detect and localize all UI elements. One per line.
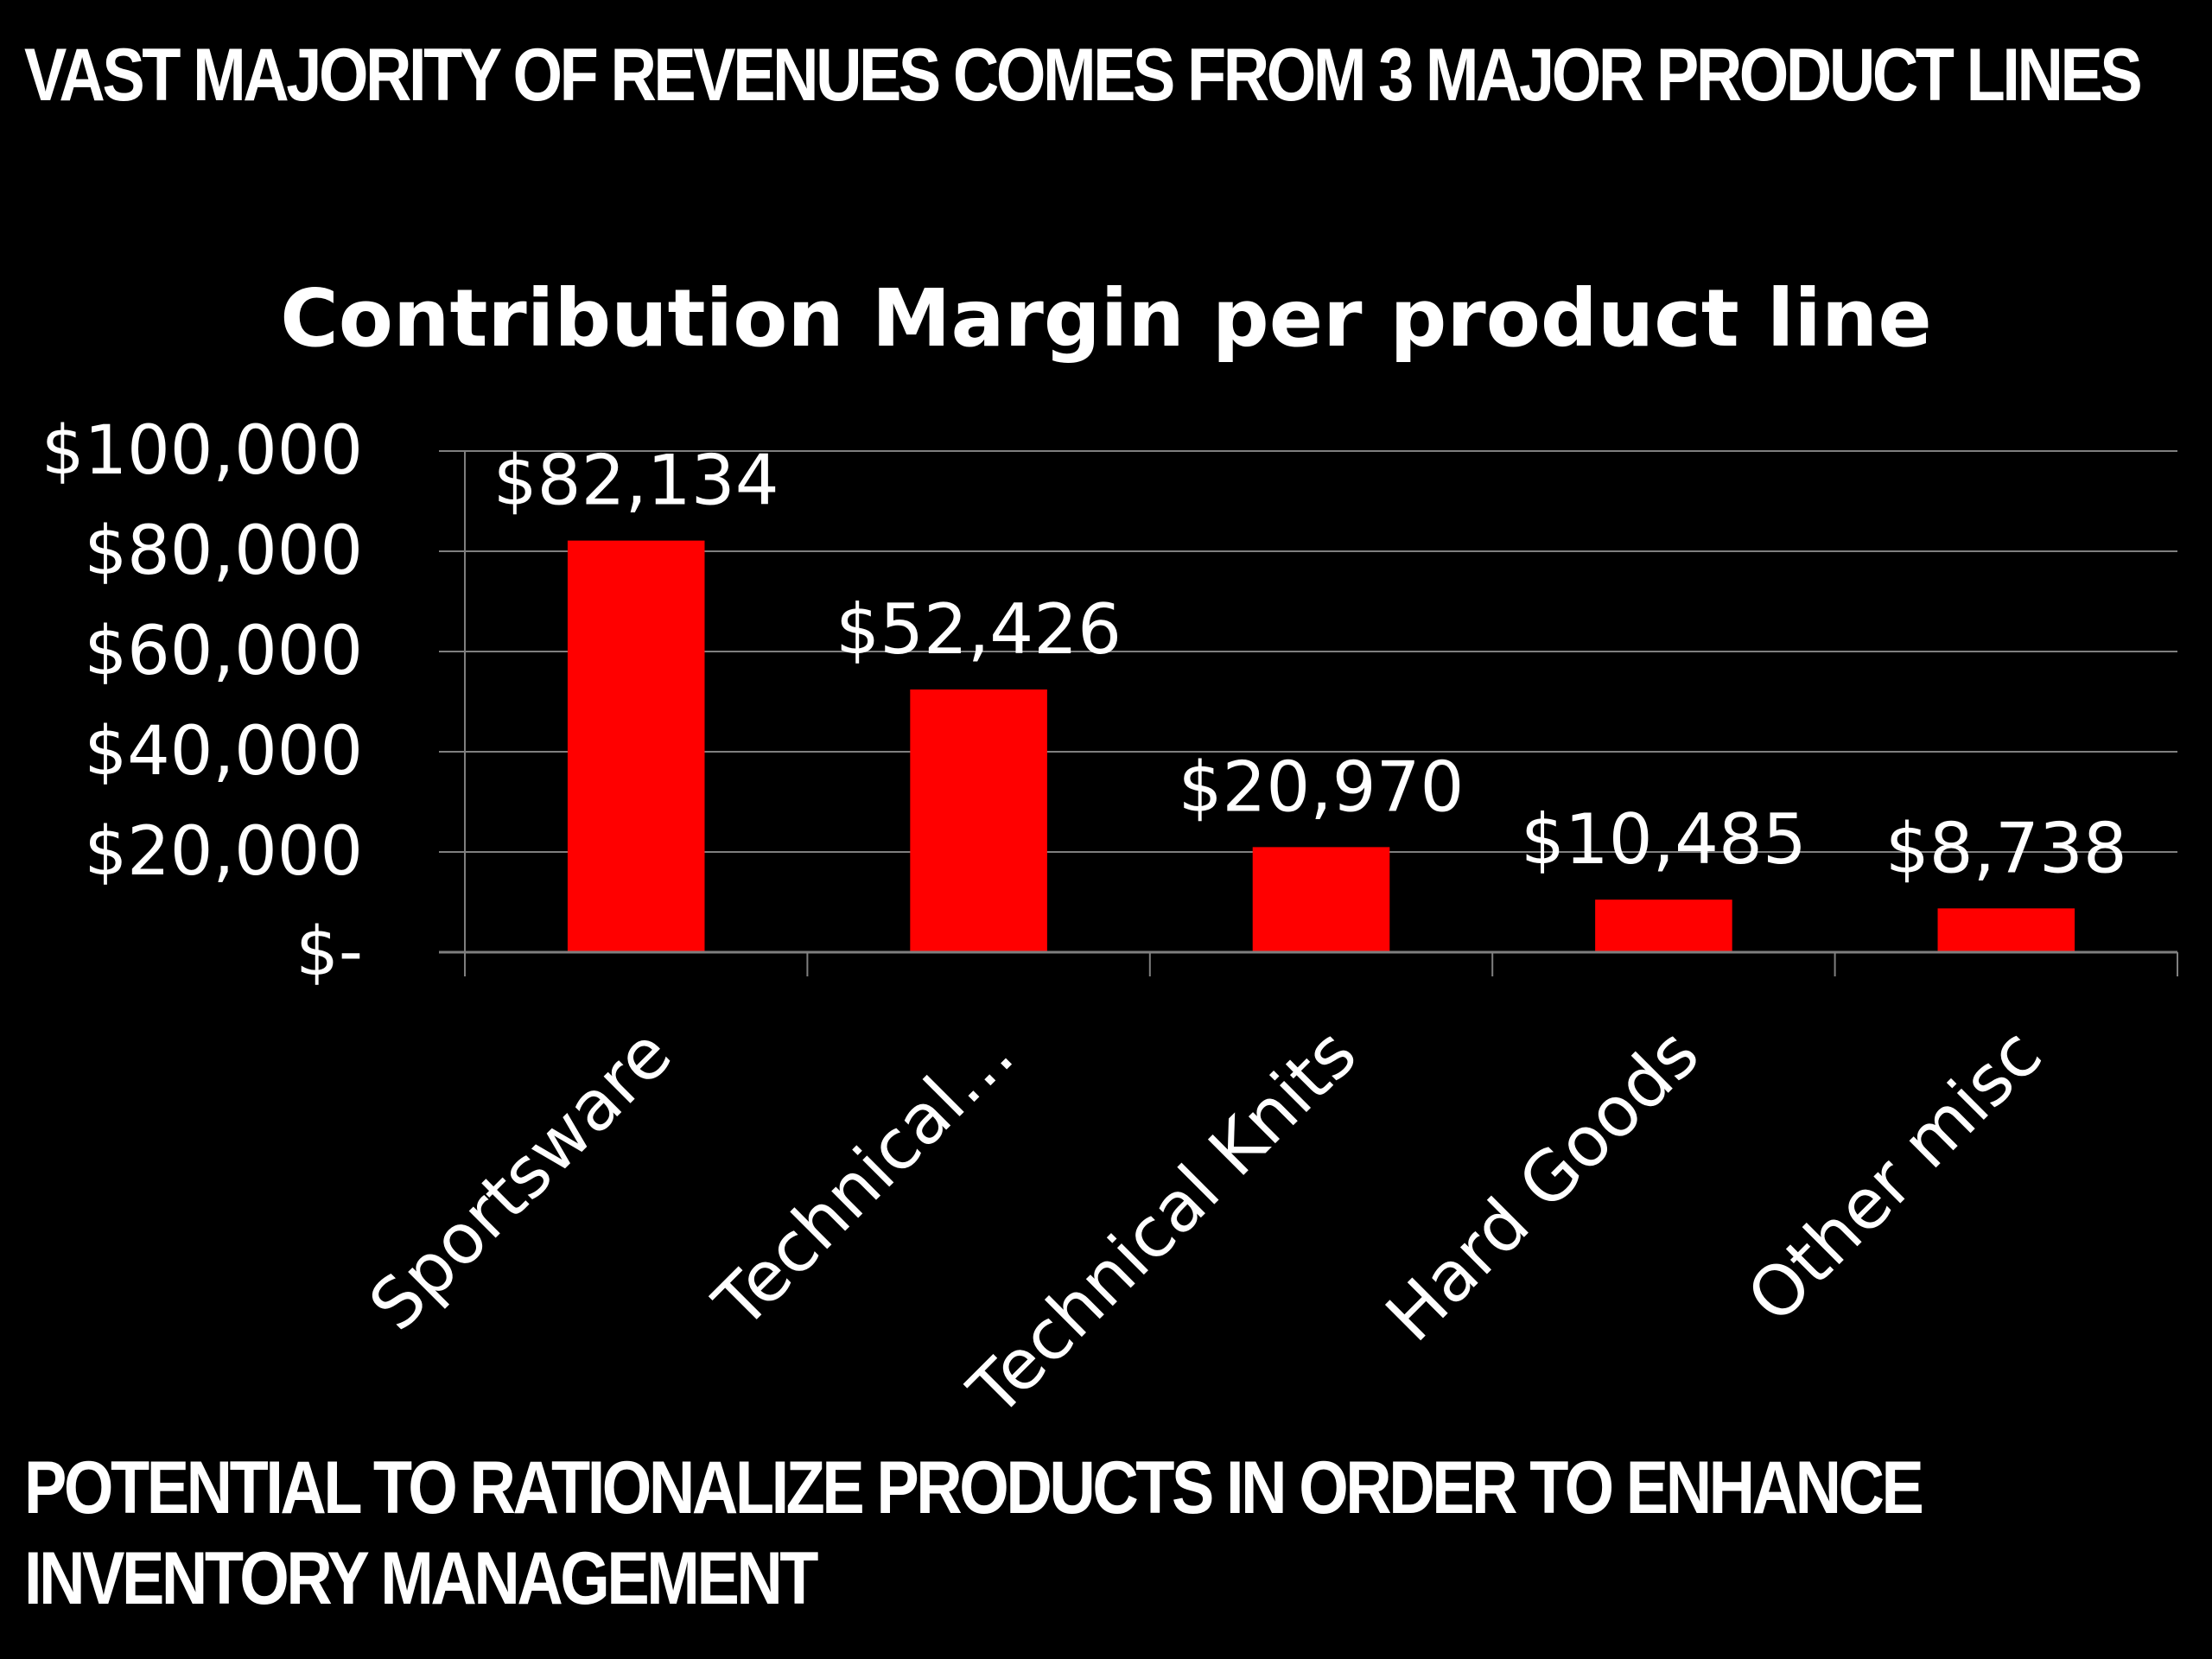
x-tick-label: Sportsware (354, 1014, 687, 1346)
x-tick-label: Hard Goods (1370, 1014, 1714, 1357)
footer-line-1: POTENTIAL TO RATIONALIZE PRODUCTS IN ORD… (24, 1446, 1924, 1529)
x-tick-label: Other misc (1732, 1014, 2056, 1338)
y-tick-label: $80,000 (84, 512, 363, 590)
x-tick-label: Technical… (698, 1014, 1029, 1344)
bar (1252, 847, 1390, 952)
data-label: $10,485 (1521, 799, 1807, 880)
data-label: $20,970 (1179, 747, 1465, 827)
slide-footer: POTENTIAL TO RATIONALIZE PRODUCTS IN ORD… (24, 1443, 1924, 1624)
data-label: $8,738 (1885, 808, 2127, 888)
y-tick-label: $100,000 (41, 412, 363, 490)
bar (1595, 899, 1732, 952)
bar (910, 689, 1047, 952)
chart-title: Contribution Margin per product line (280, 272, 1932, 365)
y-tick-label: $60,000 (84, 613, 363, 690)
y-tick-label: $20,000 (84, 813, 363, 891)
y-tick-label: $- (296, 913, 363, 991)
bar (1937, 908, 2075, 952)
data-label: $52,426 (836, 589, 1122, 670)
y-tick-label: $40,000 (84, 713, 363, 791)
footer-line-2: INVENTORY MANAGEMENT (24, 1536, 818, 1620)
slide-headline: VAST MAJORITY OF REVENUES COMES FROM 3 M… (24, 34, 2143, 117)
data-label: $82,134 (493, 441, 779, 521)
bar (567, 540, 705, 952)
